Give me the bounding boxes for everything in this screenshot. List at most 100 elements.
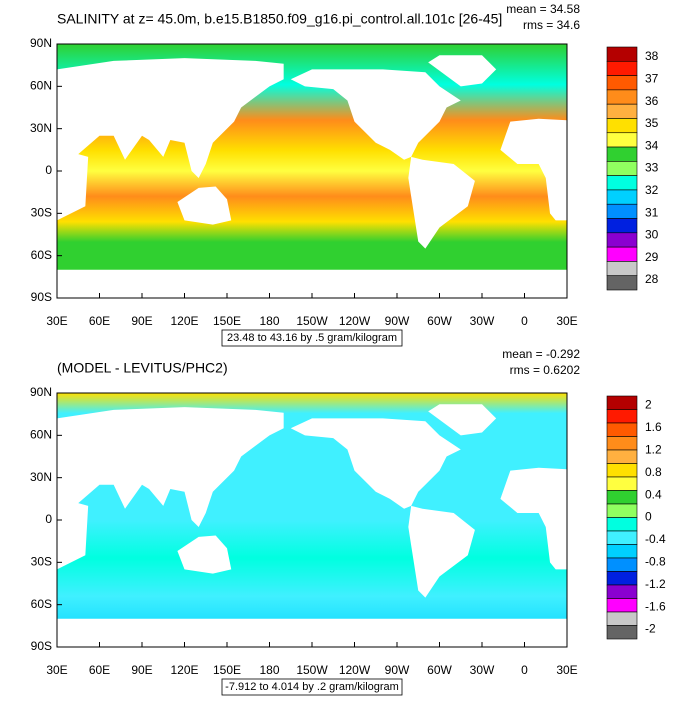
land (500, 467, 567, 570)
colorbar-box (606, 189, 638, 205)
colorbar-box (606, 625, 638, 640)
panel-title: (MODEL - LEVITUS/PHC2) (57, 360, 228, 376)
rms-label: rms = 0.6202 (510, 363, 581, 377)
land (57, 269, 567, 298)
lon-tick-label: 30E (556, 314, 577, 328)
lon-tick-label: 150E (213, 314, 241, 328)
lon-tick-label: 150W (296, 663, 328, 677)
colorbar-label: 37 (645, 71, 659, 85)
colorbar-label: 2 (645, 398, 652, 412)
lon-tick-label: 0 (521, 314, 528, 328)
lat-tick-label: 90N (30, 385, 52, 399)
range-note-box (221, 329, 403, 347)
colorbar-label: 29 (645, 250, 659, 264)
lat-tick-label: 60N (30, 428, 52, 442)
colorbar-label: 1.6 (645, 420, 662, 434)
lat-tick-label: 0 (45, 163, 52, 177)
lon-tick-label: 90E (131, 663, 152, 677)
colorbar-label: 30 (645, 228, 659, 242)
colorbar-box (606, 530, 638, 545)
land (290, 418, 461, 509)
lat-tick-label: 90N (30, 36, 52, 50)
land (177, 535, 232, 574)
range-note: 23.48 to 43.16 by .5 gram/kilogram (227, 332, 397, 344)
colorbar-box (606, 449, 638, 464)
colorbar-box (606, 232, 638, 248)
land (290, 69, 461, 160)
colorbar-box (606, 261, 638, 277)
lon-tick-label: 60E (89, 314, 110, 328)
colorbar-label: 32 (645, 183, 659, 197)
lat-tick-label: 30S (31, 555, 52, 569)
colorbar-box (606, 571, 638, 586)
colorbar-box (606, 118, 638, 134)
land (177, 186, 232, 225)
colorbar-box (606, 46, 638, 62)
lat-tick-label: 60N (30, 79, 52, 93)
lat-tick-label: 30N (30, 470, 52, 484)
colorbar-box (606, 203, 638, 219)
land (57, 58, 284, 221)
colorbar-box (606, 409, 638, 424)
colorbar-box (606, 146, 638, 162)
lon-tick-label: 60W (427, 314, 452, 328)
lon-tick-label: 120W (339, 663, 371, 677)
colorbar-label: -2 (645, 622, 656, 636)
colorbar-label: -0.8 (645, 554, 666, 568)
land (57, 407, 284, 570)
lat-tick-label: 60S (31, 597, 52, 611)
lat-tick-label: 30N (30, 121, 52, 135)
lon-tick-label: 150W (296, 314, 328, 328)
colorbar-box (606, 476, 638, 491)
colorbar-label: 0.8 (645, 465, 662, 479)
lon-tick-label: 180 (259, 663, 279, 677)
colorbar-label: 0.4 (645, 487, 662, 501)
mean-label: mean = 34.58 (506, 2, 580, 16)
lat-tick-label: 30S (31, 206, 52, 220)
colorbar-label: 31 (645, 205, 659, 219)
colorbar-label: 1.2 (645, 442, 662, 456)
lon-tick-label: 30W (470, 314, 495, 328)
colorbar-label: -0.4 (645, 532, 666, 546)
rms-label: rms = 34.6 (523, 18, 580, 32)
colorbar-box (606, 75, 638, 91)
lon-tick-label: 30E (556, 663, 577, 677)
lat-tick-label: 90S (31, 290, 52, 304)
colorbar-label: 36 (645, 94, 659, 108)
lon-tick-label: 30W (470, 663, 495, 677)
colorbar-label: 34 (645, 138, 659, 152)
lon-tick-label: 30E (46, 663, 67, 677)
lon-tick-label: 60E (89, 663, 110, 677)
colorbar-label: 38 (645, 49, 659, 63)
land (500, 118, 567, 221)
colorbar-box (606, 175, 638, 191)
colorbar-label: 35 (645, 116, 659, 130)
colorbar-label: -1.2 (645, 577, 666, 591)
colorbar-box (606, 395, 638, 410)
lon-tick-label: 120E (170, 663, 198, 677)
lon-tick-label: 120E (170, 314, 198, 328)
colorbar-box (606, 503, 638, 518)
colorbar-box (606, 422, 638, 437)
colorbar-box (606, 246, 638, 262)
panel-title: SALINITY at z= 45.0m, b.e15.B1850.f09_g1… (57, 11, 502, 27)
colorbar-box (606, 275, 638, 291)
lat-tick-label: 0 (45, 512, 52, 526)
lon-tick-label: 0 (521, 663, 528, 677)
colorbar-box (606, 544, 638, 559)
land (408, 505, 475, 598)
lon-tick-label: 60W (427, 663, 452, 677)
mean-label: mean = -0.292 (502, 347, 580, 361)
colorbar-box (606, 60, 638, 76)
lon-tick-label: 150E (213, 663, 241, 677)
colorbar-box (606, 598, 638, 613)
colorbar-box (606, 103, 638, 119)
colorbar-label: 28 (645, 272, 659, 286)
colorbar-box (606, 557, 638, 572)
colorbar-box (606, 89, 638, 105)
colorbar-label: 0 (645, 510, 652, 524)
colorbar-label: 33 (645, 161, 659, 175)
range-note: -7.912 to 4.014 by .2 gram/kilogram (225, 681, 399, 693)
colorbar-box (606, 161, 638, 176)
